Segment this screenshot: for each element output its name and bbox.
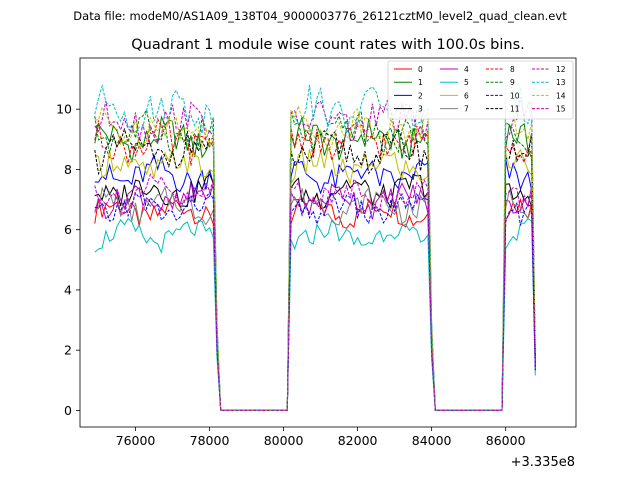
x-tick-label: 80000 (264, 433, 304, 448)
legend-label: 2 (418, 91, 423, 100)
figure-suptitle: Data file: modeM0/AS1A09_138T04_90000037… (73, 9, 567, 23)
y-tick-label: 0 (64, 403, 72, 418)
series-line-14 (94, 104, 536, 411)
series-line-11 (94, 127, 536, 411)
y-tick-label: 8 (64, 162, 72, 177)
y-tick-label: 6 (64, 222, 72, 237)
legend-label: 0 (418, 65, 423, 74)
legend-label: 8 (510, 65, 515, 74)
y-tick-label: 10 (56, 102, 72, 117)
legend-label: 12 (556, 65, 566, 74)
legend-label: 7 (464, 105, 469, 114)
x-tick-label: 78000 (190, 433, 230, 448)
legend-label: 14 (556, 91, 566, 100)
series-line-13 (94, 83, 536, 411)
chart-title: Quadrant 1 module wise count rates with … (131, 37, 525, 53)
x-tick-label: 76000 (116, 433, 156, 448)
y-tick-label: 4 (64, 282, 72, 297)
legend-label: 6 (464, 91, 469, 100)
x-tick-label: 82000 (338, 433, 378, 448)
y-tick-label: 2 (64, 343, 72, 358)
series-line-15 (94, 173, 536, 411)
x-tick-label: 84000 (412, 433, 452, 448)
legend-box (387, 60, 574, 120)
x-axis: 76000 78000 80000 82000 84000 86000 (116, 427, 526, 448)
x-axis-offset-label: +3.335e8 (511, 455, 575, 470)
series-line-4 (94, 181, 536, 411)
x-tick-label: 86000 (486, 433, 526, 448)
legend-label: 13 (556, 78, 566, 87)
legend-label: 15 (556, 105, 566, 114)
legend-label: 4 (464, 65, 469, 74)
series-line-3 (94, 173, 536, 411)
legend-label: 11 (510, 105, 520, 114)
series-line-5 (94, 217, 536, 411)
legend-label: 9 (510, 78, 515, 87)
y-axis: 0 2 4 6 8 10 (56, 102, 80, 418)
legend-label: 1 (418, 78, 423, 87)
legend-label: 5 (464, 78, 469, 87)
series-line-1 (94, 115, 536, 411)
plot-frame (79, 57, 577, 428)
series-line-2 (94, 153, 536, 411)
legend-label: 10 (510, 91, 520, 100)
series-line-10 (94, 191, 536, 411)
series-line-6 (94, 146, 536, 411)
legend-label: 3 (418, 105, 423, 114)
